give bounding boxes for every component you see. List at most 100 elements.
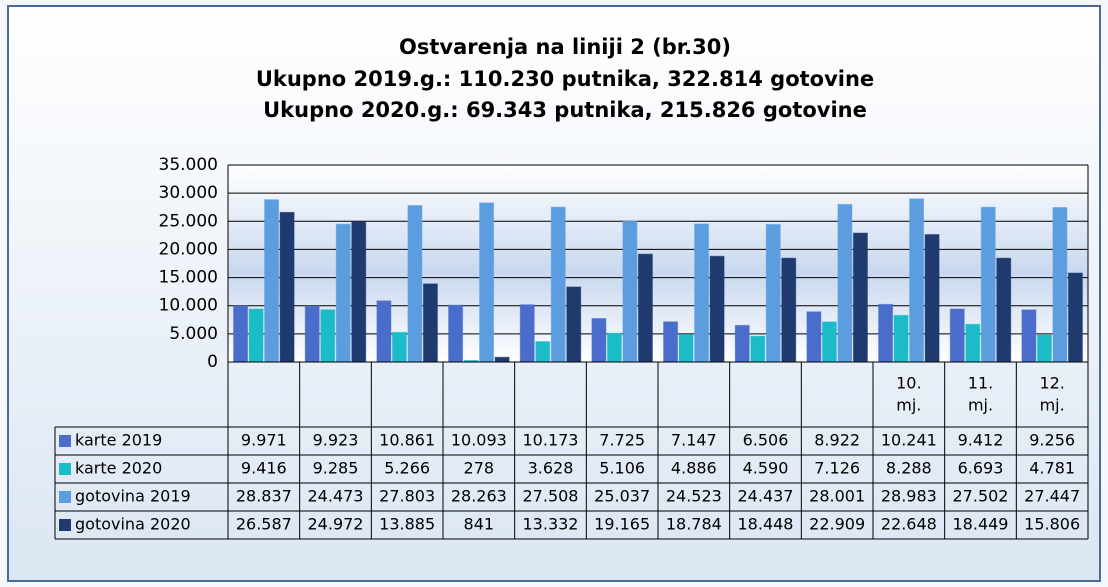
bar: [566, 286, 582, 363]
table-value: 4.781: [1029, 459, 1075, 478]
table-value: 13.885: [379, 515, 435, 534]
table-value: 24.473: [308, 487, 364, 506]
bar: [591, 318, 607, 363]
table-value: 9.971: [241, 431, 287, 450]
bar: [996, 257, 1012, 363]
bar: [909, 198, 925, 363]
table-value: 24.437: [738, 487, 794, 506]
bar: [694, 223, 710, 363]
y-tick-label: 0: [207, 352, 218, 372]
bar: [535, 341, 551, 363]
bar: [1052, 207, 1068, 363]
table-value: 28.983: [881, 487, 937, 506]
table-value: 841: [464, 515, 495, 534]
table-value: 4.590: [743, 459, 789, 478]
bar: [893, 314, 909, 363]
bar: [837, 203, 853, 363]
table-value: 27.502: [953, 487, 1009, 506]
legend-label: gotovina 2020: [75, 515, 191, 534]
bar: [479, 202, 495, 363]
table-value: 27.508: [523, 487, 579, 506]
table-value: 9.923: [313, 431, 359, 450]
bar: [422, 283, 438, 363]
x-tick-label: 11. mj.: [968, 373, 993, 414]
bar: [376, 300, 392, 363]
table-value: 3.628: [528, 459, 574, 478]
table-value: 7.126: [814, 459, 860, 478]
table-value: 24.523: [666, 487, 722, 506]
x-tick-label: 10. mj.: [896, 373, 921, 414]
table-value: 22.648: [881, 515, 937, 534]
table-value: 27.803: [379, 487, 435, 506]
table-value: 9.416: [241, 459, 287, 478]
legend-swatch: [59, 491, 71, 503]
table-value: 5.106: [599, 459, 645, 478]
bar: [1021, 309, 1037, 363]
y-tick-label: 15.000: [159, 268, 218, 288]
table-value: 9.412: [958, 431, 1004, 450]
bar: [965, 323, 981, 363]
y-tick-label: 5.000: [169, 324, 218, 344]
table-value: 10.241: [881, 431, 937, 450]
chart-subtitle: Ukupno 2019.g.: 110.230 putnika, 322.814…: [256, 67, 874, 91]
table-value: 10.173: [523, 431, 579, 450]
table-value: 4.886: [671, 459, 717, 478]
bar: [494, 356, 510, 363]
table-value: 18.449: [953, 515, 1009, 534]
bar: [320, 309, 336, 363]
table-value: 18.448: [738, 515, 794, 534]
table-value: 7.725: [599, 431, 645, 450]
bar: [663, 321, 679, 363]
plot-area: [228, 165, 1088, 362]
table-value: 278: [464, 459, 495, 478]
table-value: 28.837: [236, 487, 292, 506]
y-tick-label: 30.000: [159, 183, 218, 203]
table-value: 24.972: [308, 515, 364, 534]
bar: [806, 311, 822, 363]
bar: [678, 333, 694, 363]
bar: [351, 220, 367, 363]
bar: [448, 304, 464, 363]
bar: [1036, 334, 1052, 363]
bar: [750, 335, 766, 363]
table-value: 26.587: [236, 515, 292, 534]
bar: [391, 331, 407, 363]
bar: [781, 257, 797, 363]
y-tick-label: 35.000: [159, 155, 218, 175]
bar: [878, 303, 894, 363]
legend-swatch: [59, 519, 71, 531]
bar: [335, 223, 351, 363]
bar: [519, 304, 535, 363]
table-value: 7.147: [671, 431, 717, 450]
bar: [622, 220, 638, 363]
x-tick-label: 12. mj.: [1039, 373, 1064, 414]
bar: [980, 206, 996, 363]
chart-subtitle: Ukupno 2020.g.: 69.343 putnika, 215.826 …: [263, 98, 867, 122]
bar: [233, 305, 249, 363]
bar: [550, 206, 566, 363]
table-value: 5.266: [384, 459, 430, 478]
bar: [1067, 272, 1083, 363]
bar: [304, 305, 320, 363]
table-value: 28.263: [451, 487, 507, 506]
table-value: 27.447: [1024, 487, 1080, 506]
bar: [734, 324, 750, 363]
legend-label: gotovina 2019: [75, 487, 191, 506]
table-value: 15.806: [1024, 515, 1080, 534]
bar: [606, 332, 622, 363]
table-value: 8.288: [886, 459, 932, 478]
bar: [637, 253, 653, 363]
table-value: 18.784: [666, 515, 722, 534]
bar: [407, 205, 423, 363]
bar: [924, 234, 940, 363]
bar: [949, 308, 965, 363]
bar: [709, 255, 725, 363]
bar: [852, 232, 868, 363]
table-value: 8.922: [814, 431, 860, 450]
table-value: 19.165: [594, 515, 650, 534]
table-value: 13.332: [523, 515, 579, 534]
table-value: 6.693: [958, 459, 1004, 478]
bar: [264, 199, 280, 363]
table-value: 6.506: [743, 431, 789, 450]
